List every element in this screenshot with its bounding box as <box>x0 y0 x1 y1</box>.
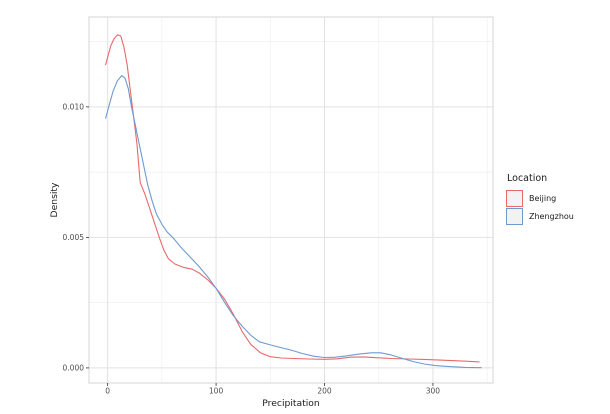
plot-panel <box>89 17 493 383</box>
legend-label: Zhengzhou <box>529 212 574 221</box>
y-axis-tick-label: 0.000 <box>63 364 85 373</box>
x-axis-tick-label: 200 <box>317 387 332 396</box>
legend-entry-beijing: Beijing <box>506 190 574 207</box>
x-axis-tick-label: 300 <box>426 387 441 396</box>
y-axis-tick-label: 0.010 <box>63 102 85 111</box>
beijing-density-curve <box>104 34 480 363</box>
legend: Location Beijing Zhengzhou <box>506 173 574 226</box>
legend-items: Beijing Zhengzhou <box>506 190 574 225</box>
legend-label: Beijing <box>529 194 557 203</box>
x-axis-tick-label: 0 <box>105 387 110 396</box>
legend-key-beijing <box>506 190 523 207</box>
y-axis-title: Density <box>49 182 60 217</box>
legend-entry-zhengzhou: Zhengzhou <box>506 208 574 225</box>
x-axis-title: Precipitation <box>262 398 320 409</box>
panel-border <box>88 16 494 384</box>
legend-title: Location <box>507 173 548 184</box>
legend-key-zhengzhou <box>506 208 523 225</box>
y-axis-tick-label: 0.005 <box>63 233 85 242</box>
zhengzhou-density-curve <box>104 75 482 369</box>
x-axis-tick-label: 100 <box>209 387 224 396</box>
